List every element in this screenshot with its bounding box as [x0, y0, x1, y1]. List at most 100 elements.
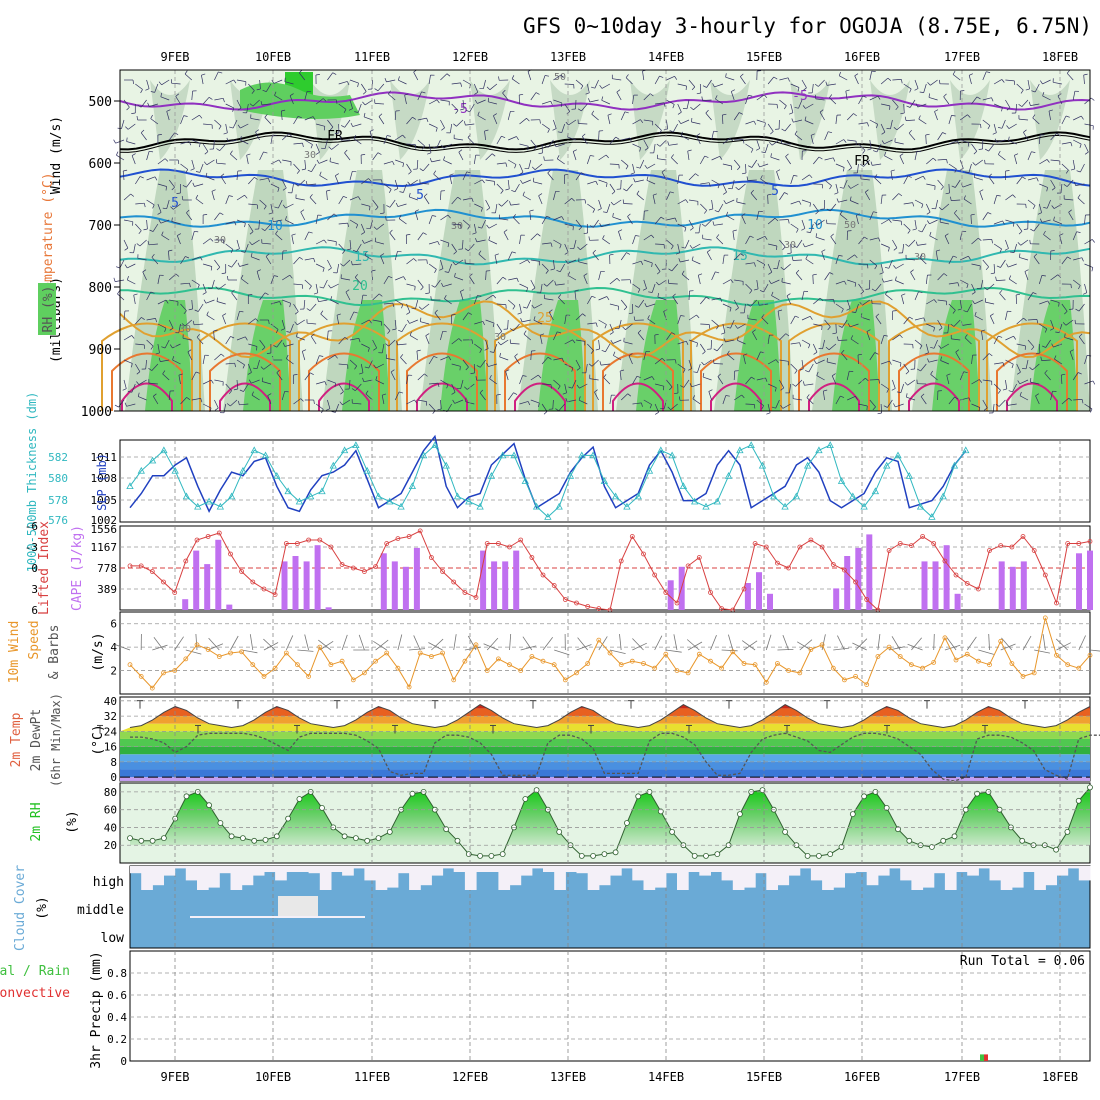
wind-barb	[127, 123, 136, 130]
wind-barb-flag	[1002, 220, 1005, 225]
wind-barb-flag	[131, 363, 133, 368]
wind-barb	[677, 223, 687, 229]
wind-barb	[428, 99, 438, 105]
wind-barb-flag	[877, 96, 881, 100]
wind-barb	[161, 79, 170, 86]
wind-barb-flag	[936, 249, 941, 252]
wind-barb-flag	[839, 210, 843, 215]
wind-barb-flag	[185, 256, 190, 259]
wind-barb	[265, 83, 272, 92]
li-marker	[1020, 534, 1026, 539]
cloud-high-clear	[476, 866, 488, 872]
wind10-line	[129, 617, 1091, 689]
wind-barb	[417, 279, 424, 288]
wind-barb	[1039, 159, 1048, 165]
wind-barb-flag	[927, 358, 930, 363]
wind-barb	[586, 83, 590, 93]
wind-barb	[740, 76, 746, 85]
wind-barb	[625, 77, 633, 85]
wind-barb	[191, 279, 200, 286]
wind-barb	[1061, 397, 1069, 405]
wind-barb	[275, 233, 283, 241]
wind-barb-flag	[730, 279, 734, 284]
wind-barb-flag	[124, 402, 127, 407]
wind-barb-flag	[696, 92, 701, 95]
wind-barb-flag	[924, 352, 929, 355]
wind-barb	[365, 393, 373, 401]
wind-barb	[568, 119, 577, 126]
wind-barb-flag	[663, 102, 666, 107]
wind-barb	[816, 375, 825, 381]
wind10-marker	[875, 654, 881, 659]
wind-barb	[760, 178, 769, 185]
wind-barb-flag	[437, 408, 442, 411]
wind-barb-flag	[997, 390, 1001, 394]
wind-barb	[164, 339, 170, 349]
wind-barb-flag	[1028, 101, 1031, 106]
contour-label: 20	[352, 279, 368, 294]
wind-barb-flag	[350, 122, 354, 127]
wind-barb-flag	[675, 252, 680, 255]
wind-barb-flag	[769, 141, 773, 146]
wind10-barb	[509, 633, 512, 651]
wind-barb	[801, 339, 811, 345]
wind-barb	[1034, 83, 1040, 93]
wind-barb	[677, 103, 682, 113]
pressure-tick-label: 1000	[81, 405, 112, 420]
wind10-barb	[632, 642, 647, 651]
wind-barb-flag	[1043, 207, 1048, 209]
wind-barb-flag	[912, 228, 917, 231]
wind-barb-flag	[748, 95, 753, 97]
temp-tick: 8	[110, 756, 117, 769]
wind-barb	[443, 159, 452, 165]
wind-barb	[206, 159, 215, 166]
wind-barb-flag	[301, 168, 306, 171]
wind-barb	[808, 363, 814, 373]
wind-barb	[722, 395, 727, 405]
wind-barb-flag	[627, 213, 631, 217]
wind-barb	[236, 79, 246, 82]
wind-barb-flag	[1067, 256, 1072, 260]
wind-barb-flag	[479, 389, 484, 394]
wind-barb-flag	[687, 149, 692, 152]
wind-barb-flag	[640, 261, 644, 265]
wind-barb	[824, 179, 832, 186]
wind-barb	[928, 97, 938, 101]
cloud-high-clear	[509, 866, 522, 886]
wind-barb	[455, 259, 464, 266]
wind-barb	[734, 394, 742, 401]
wind-barb-flag	[895, 276, 897, 281]
temp-tick: 40	[104, 695, 117, 708]
wind10-barb	[185, 649, 202, 655]
wind-barb-flag	[426, 117, 429, 123]
wind-barb-flag	[260, 101, 263, 105]
rh2m-marker	[906, 837, 913, 844]
wind-barb	[496, 323, 503, 332]
wind-barb	[948, 115, 952, 125]
wind-barb	[500, 339, 509, 346]
wind-barb-flag	[751, 376, 755, 380]
lifted-index-label: Lifted Index	[37, 521, 52, 615]
wind-barb	[386, 358, 396, 361]
thickness-marker	[826, 441, 834, 449]
wind-barb-flag	[437, 241, 440, 246]
wind-barb-flag	[216, 266, 221, 271]
wind-barb-flag	[565, 259, 568, 264]
wind-barb-flag	[988, 353, 993, 357]
wind-barb-flag	[764, 122, 766, 127]
wind-barb-flag	[328, 146, 332, 150]
slp-line	[129, 434, 967, 514]
rh2m-marker	[454, 837, 461, 844]
rh2m-marker	[895, 826, 901, 833]
wind-barb-flag	[623, 306, 628, 311]
wind10-barb	[741, 640, 756, 651]
wind-barb	[126, 403, 136, 407]
wind-barb-flag	[535, 92, 540, 95]
wind-barb-flag	[522, 191, 525, 196]
rh2m-marker	[1087, 784, 1093, 791]
isotherm-25	[119, 300, 1091, 359]
wind-barb-flag	[1008, 136, 1010, 141]
wind-barb-flag	[247, 372, 252, 375]
wind-barb-flag	[538, 152, 543, 155]
wind-barb-flag	[441, 127, 445, 131]
